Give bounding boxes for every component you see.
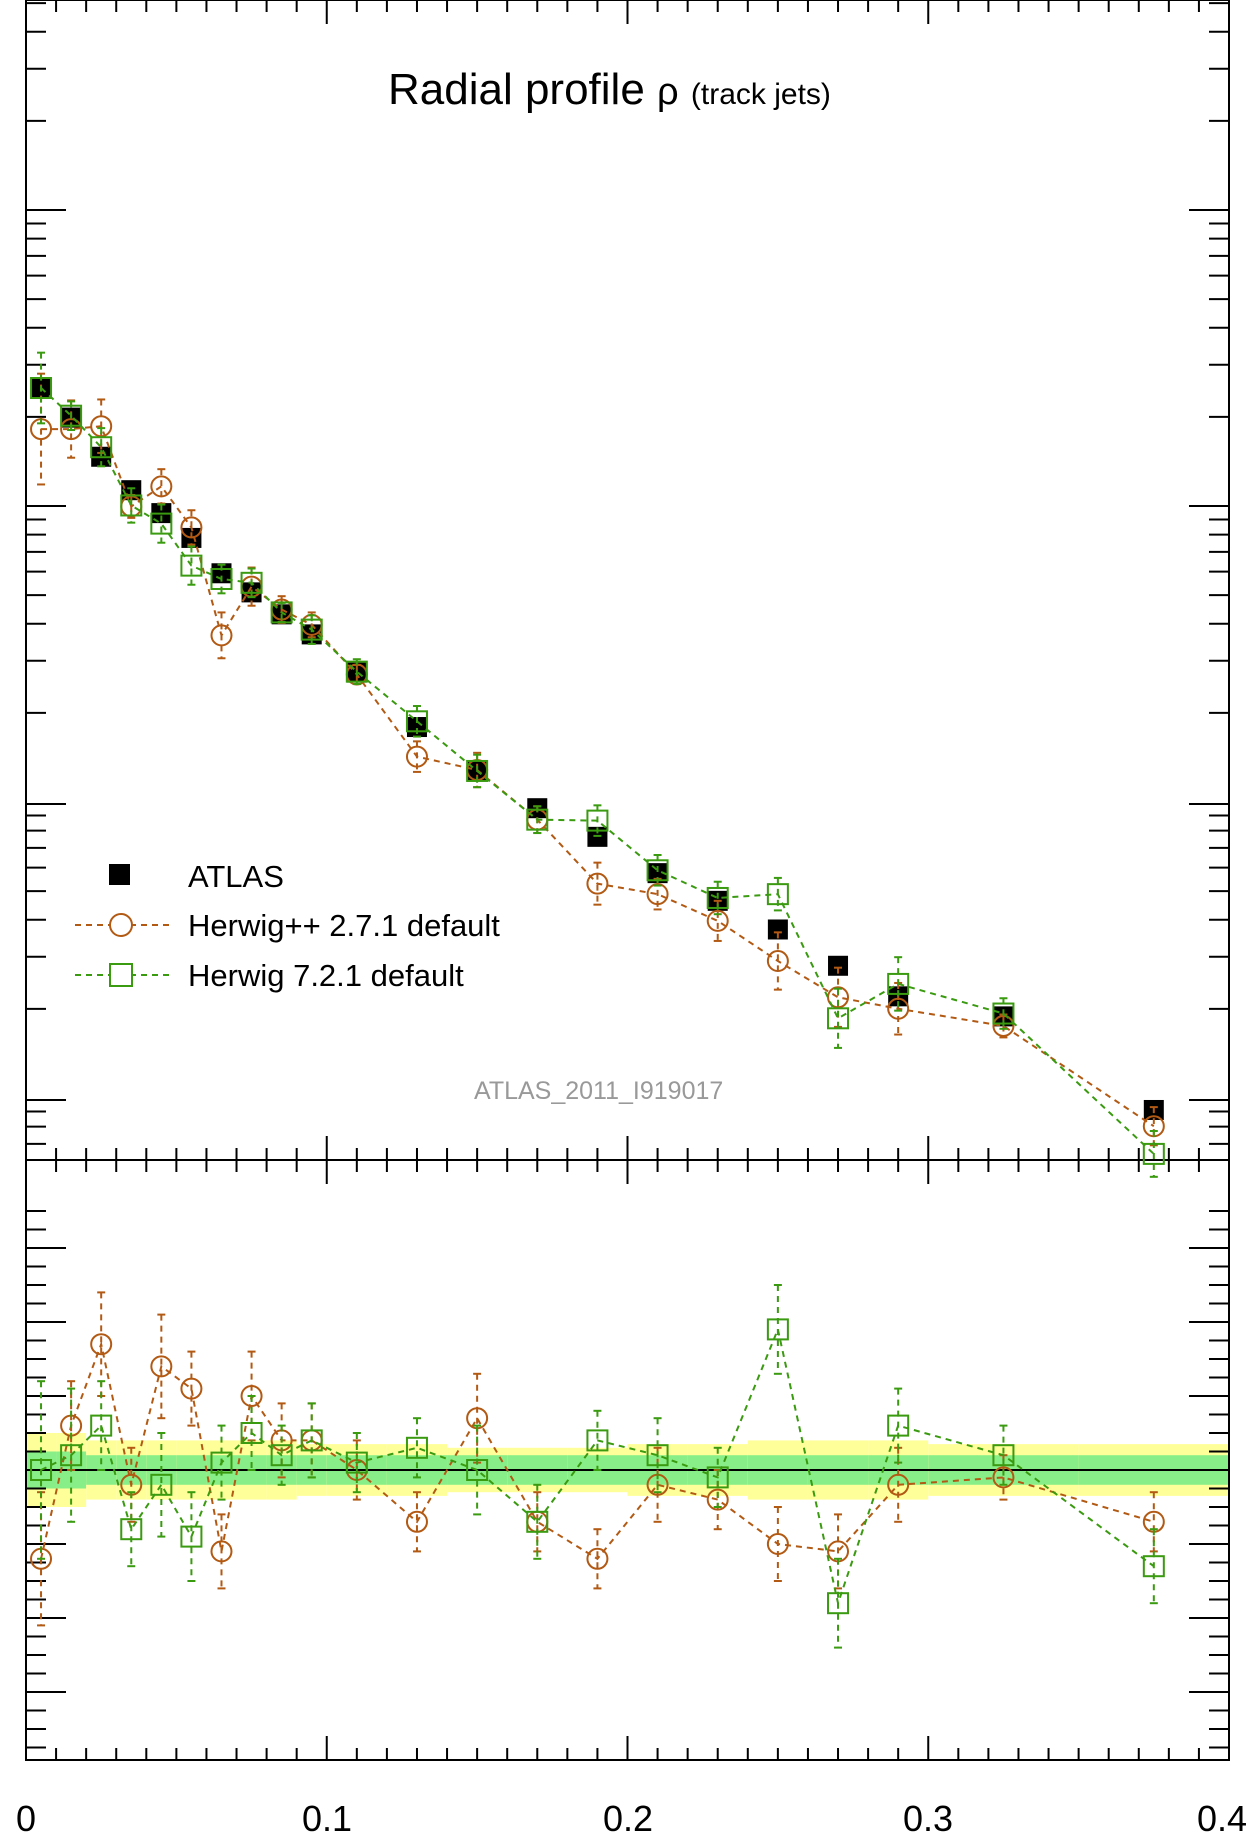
herwigpp-main-point [887, 997, 910, 1020]
herwigpp-ratio-point [90, 1333, 113, 1356]
herwigpp-main-point [992, 1014, 1015, 1037]
herwig7-ratio-point [466, 1459, 489, 1481]
herwig7-main-point [887, 972, 910, 995]
herwig7-main-point [120, 494, 143, 517]
herwig7-ratio-point [30, 1459, 53, 1481]
herwig7-ratio-point [766, 1318, 789, 1341]
herwig7-main-point [646, 859, 669, 882]
herwig7-main-point [90, 436, 113, 459]
herwig7-main-point [1142, 1142, 1165, 1165]
herwig7-main-point [180, 554, 203, 577]
herwig7-main-point [150, 512, 173, 535]
herwigpp-main-point [180, 516, 203, 539]
herwig7-main-point [300, 618, 323, 641]
herwig7-ratio-point [586, 1429, 609, 1452]
herwig7-main-point [992, 1002, 1015, 1025]
chart-title-sub: (track jets) [691, 78, 831, 111]
herwigpp-main-point [827, 986, 850, 1009]
herwig7-main-point [827, 1007, 850, 1030]
herwig7-ratio-point [1142, 1555, 1165, 1578]
herwig7-ratio-point [300, 1429, 323, 1452]
chart-title-main: Radial profile [388, 65, 645, 114]
legend-label-herwig7: Herwig 7.2.1 default [188, 958, 464, 993]
herwig7-ratio-point [270, 1444, 293, 1467]
herwig7-ratio-point [706, 1466, 729, 1489]
herwig7-main-point [405, 710, 428, 733]
herwigpp-main-line [41, 425, 1155, 1128]
herwig7-ratio-point [60, 1444, 83, 1467]
herwigpp-main-point [60, 418, 83, 441]
herwigpp-ratio-point [150, 1355, 173, 1378]
herwig7-ratio-point [405, 1436, 428, 1459]
legend-marker-atlas [109, 864, 130, 885]
herwigpp-main-point [706, 909, 729, 932]
atlas-data-point [647, 863, 668, 884]
herwigpp-ratio-point [405, 1510, 428, 1533]
herwig7-main-point [30, 377, 53, 399]
herwig7-ratio-point [120, 1518, 143, 1541]
herwigpp-main-point [646, 883, 669, 906]
herwig7-main-point [766, 883, 789, 906]
legend: ATLAS Herwig++ 2.7.1 default Herwig 7.2.… [75, 859, 500, 993]
herwigpp-ratio-point [180, 1377, 203, 1400]
herwig7-main-point [466, 759, 489, 782]
atlas-data-point [828, 955, 849, 976]
herwigpp-main-point [405, 745, 428, 768]
herwigpp-ratio-point [586, 1547, 609, 1570]
herwig7-ratio-point [827, 1592, 850, 1615]
herwig7-ratio-point [180, 1525, 203, 1548]
herwigpp-ratio-point [240, 1385, 263, 1407]
herwig7-ratio-point [992, 1444, 1015, 1467]
herwigpp-main-point [90, 415, 113, 438]
herwigpp-main-point [586, 872, 609, 895]
herwig7-main-point [240, 571, 263, 594]
x-tick-label: 0.2 [603, 1798, 653, 1839]
x-tick-label: 0.3 [903, 1798, 953, 1839]
herwig7-main-point [270, 601, 293, 624]
series-layer [30, 351, 1165, 1649]
x-tick-label: 0.4 [1197, 1798, 1247, 1839]
herwig7-ratio-point [210, 1451, 233, 1474]
atlas-data-point [767, 919, 788, 940]
herwig7-ratio-point [887, 1414, 910, 1437]
herwigpp-ratio-point [706, 1488, 729, 1511]
herwigpp-ratio-line [40, 1340, 1155, 1561]
herwigpp-ratio-point [992, 1466, 1015, 1489]
chart-title-symbol: ρ [657, 71, 679, 113]
herwigpp-ratio-point [766, 1533, 789, 1555]
axis-ticks [25, 0, 1230, 1760]
herwig7-ratio-point [150, 1473, 173, 1496]
herwigpp-main-point [150, 475, 173, 498]
herwigpp-ratio-point [210, 1540, 233, 1563]
herwig7-main-line [40, 387, 1155, 1155]
herwig7-main-point [526, 808, 549, 831]
herwig7-ratio-point [240, 1422, 263, 1444]
herwig7-ratio-point [526, 1510, 549, 1533]
herwigpp-ratio-point [887, 1473, 910, 1496]
legend-label-atlas: ATLAS [188, 859, 284, 894]
herwig7-main-point [586, 809, 609, 832]
herwig7-ratio-point [345, 1451, 368, 1474]
x-tick-labels: 0 0.1 0.2 0.3 0.4 [16, 1798, 1247, 1839]
legend-marker-herwig7 [109, 963, 133, 987]
herwigpp-main-point [766, 950, 789, 972]
herwig7-main-point [210, 568, 233, 590]
x-tick-label: 0.1 [302, 1798, 352, 1839]
herwig7-main-point [60, 404, 83, 427]
legend-label-herwigpp: Herwig++ 2.7.1 default [188, 908, 500, 943]
herwigpp-main-point [210, 624, 233, 647]
chart-title: Radial profile ρ (track jets) [388, 65, 831, 114]
x-tick-label: 0 [16, 1798, 36, 1839]
herwig7-main-point [706, 886, 729, 909]
herwig7-ratio-line [40, 1326, 1155, 1607]
legend-marker-herwigpp [109, 913, 133, 937]
herwig7-ratio-point [90, 1414, 113, 1437]
analysis-watermark: ATLAS_2011_I919017 [474, 1077, 723, 1105]
herwig7-ratio-point [646, 1444, 669, 1467]
herwig7-main-point [345, 660, 368, 683]
